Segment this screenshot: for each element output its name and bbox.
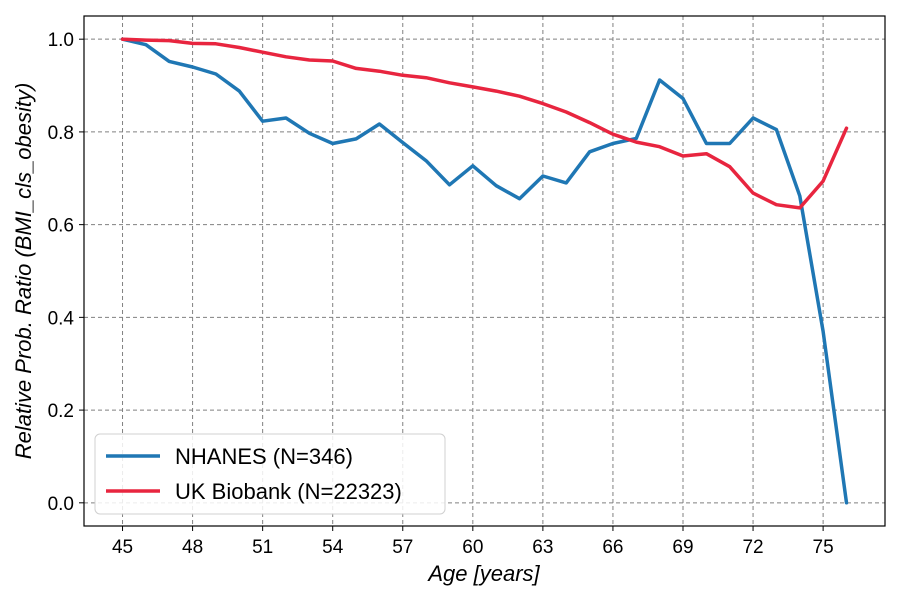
y-tick-label: 0.0 [48,494,74,515]
x-axis: 45 48 51 54 57 60 63 66 69 72 75 [112,526,834,558]
x-tick-label: 69 [672,537,693,558]
y-axis: 0.0 0.2 0.4 0.6 0.8 1.0 [48,30,84,515]
y-tick-label: 1.0 [48,30,74,51]
x-tick-label: 72 [742,537,763,558]
x-tick-label: 75 [813,537,834,558]
series-lines [120,37,849,505]
series-line-2 [120,37,849,210]
series-line-1 [120,37,849,505]
legend: NHANES (N=346) UK Biobank (N=22323) [94,433,446,515]
plot-frame [83,15,886,527]
y-tick-label: 0.4 [48,308,75,329]
legend-label: UK Biobank (N=22323) [175,479,402,504]
x-tick-label: 48 [182,537,203,558]
x-tick-label: 66 [602,537,623,558]
x-tick-label: 57 [392,537,413,558]
x-tick-label: 51 [252,537,273,558]
y-tick-label: 0.6 [48,216,74,237]
x-tick-label: 54 [322,537,344,558]
y-axis-label: Relative Prob. Ratio (BMI_cls_obesity) [11,83,36,460]
x-tick-label: 60 [462,537,483,558]
legend-label: NHANES (N=346) [175,444,353,469]
x-tick-label: 45 [112,537,133,558]
legend-box [94,433,446,515]
y-tick-label: 0.8 [48,123,74,144]
grid [84,16,885,526]
y-tick-label: 0.2 [48,401,74,422]
x-tick-label: 63 [532,537,553,558]
x-axis-label: Age [years] [426,561,540,586]
